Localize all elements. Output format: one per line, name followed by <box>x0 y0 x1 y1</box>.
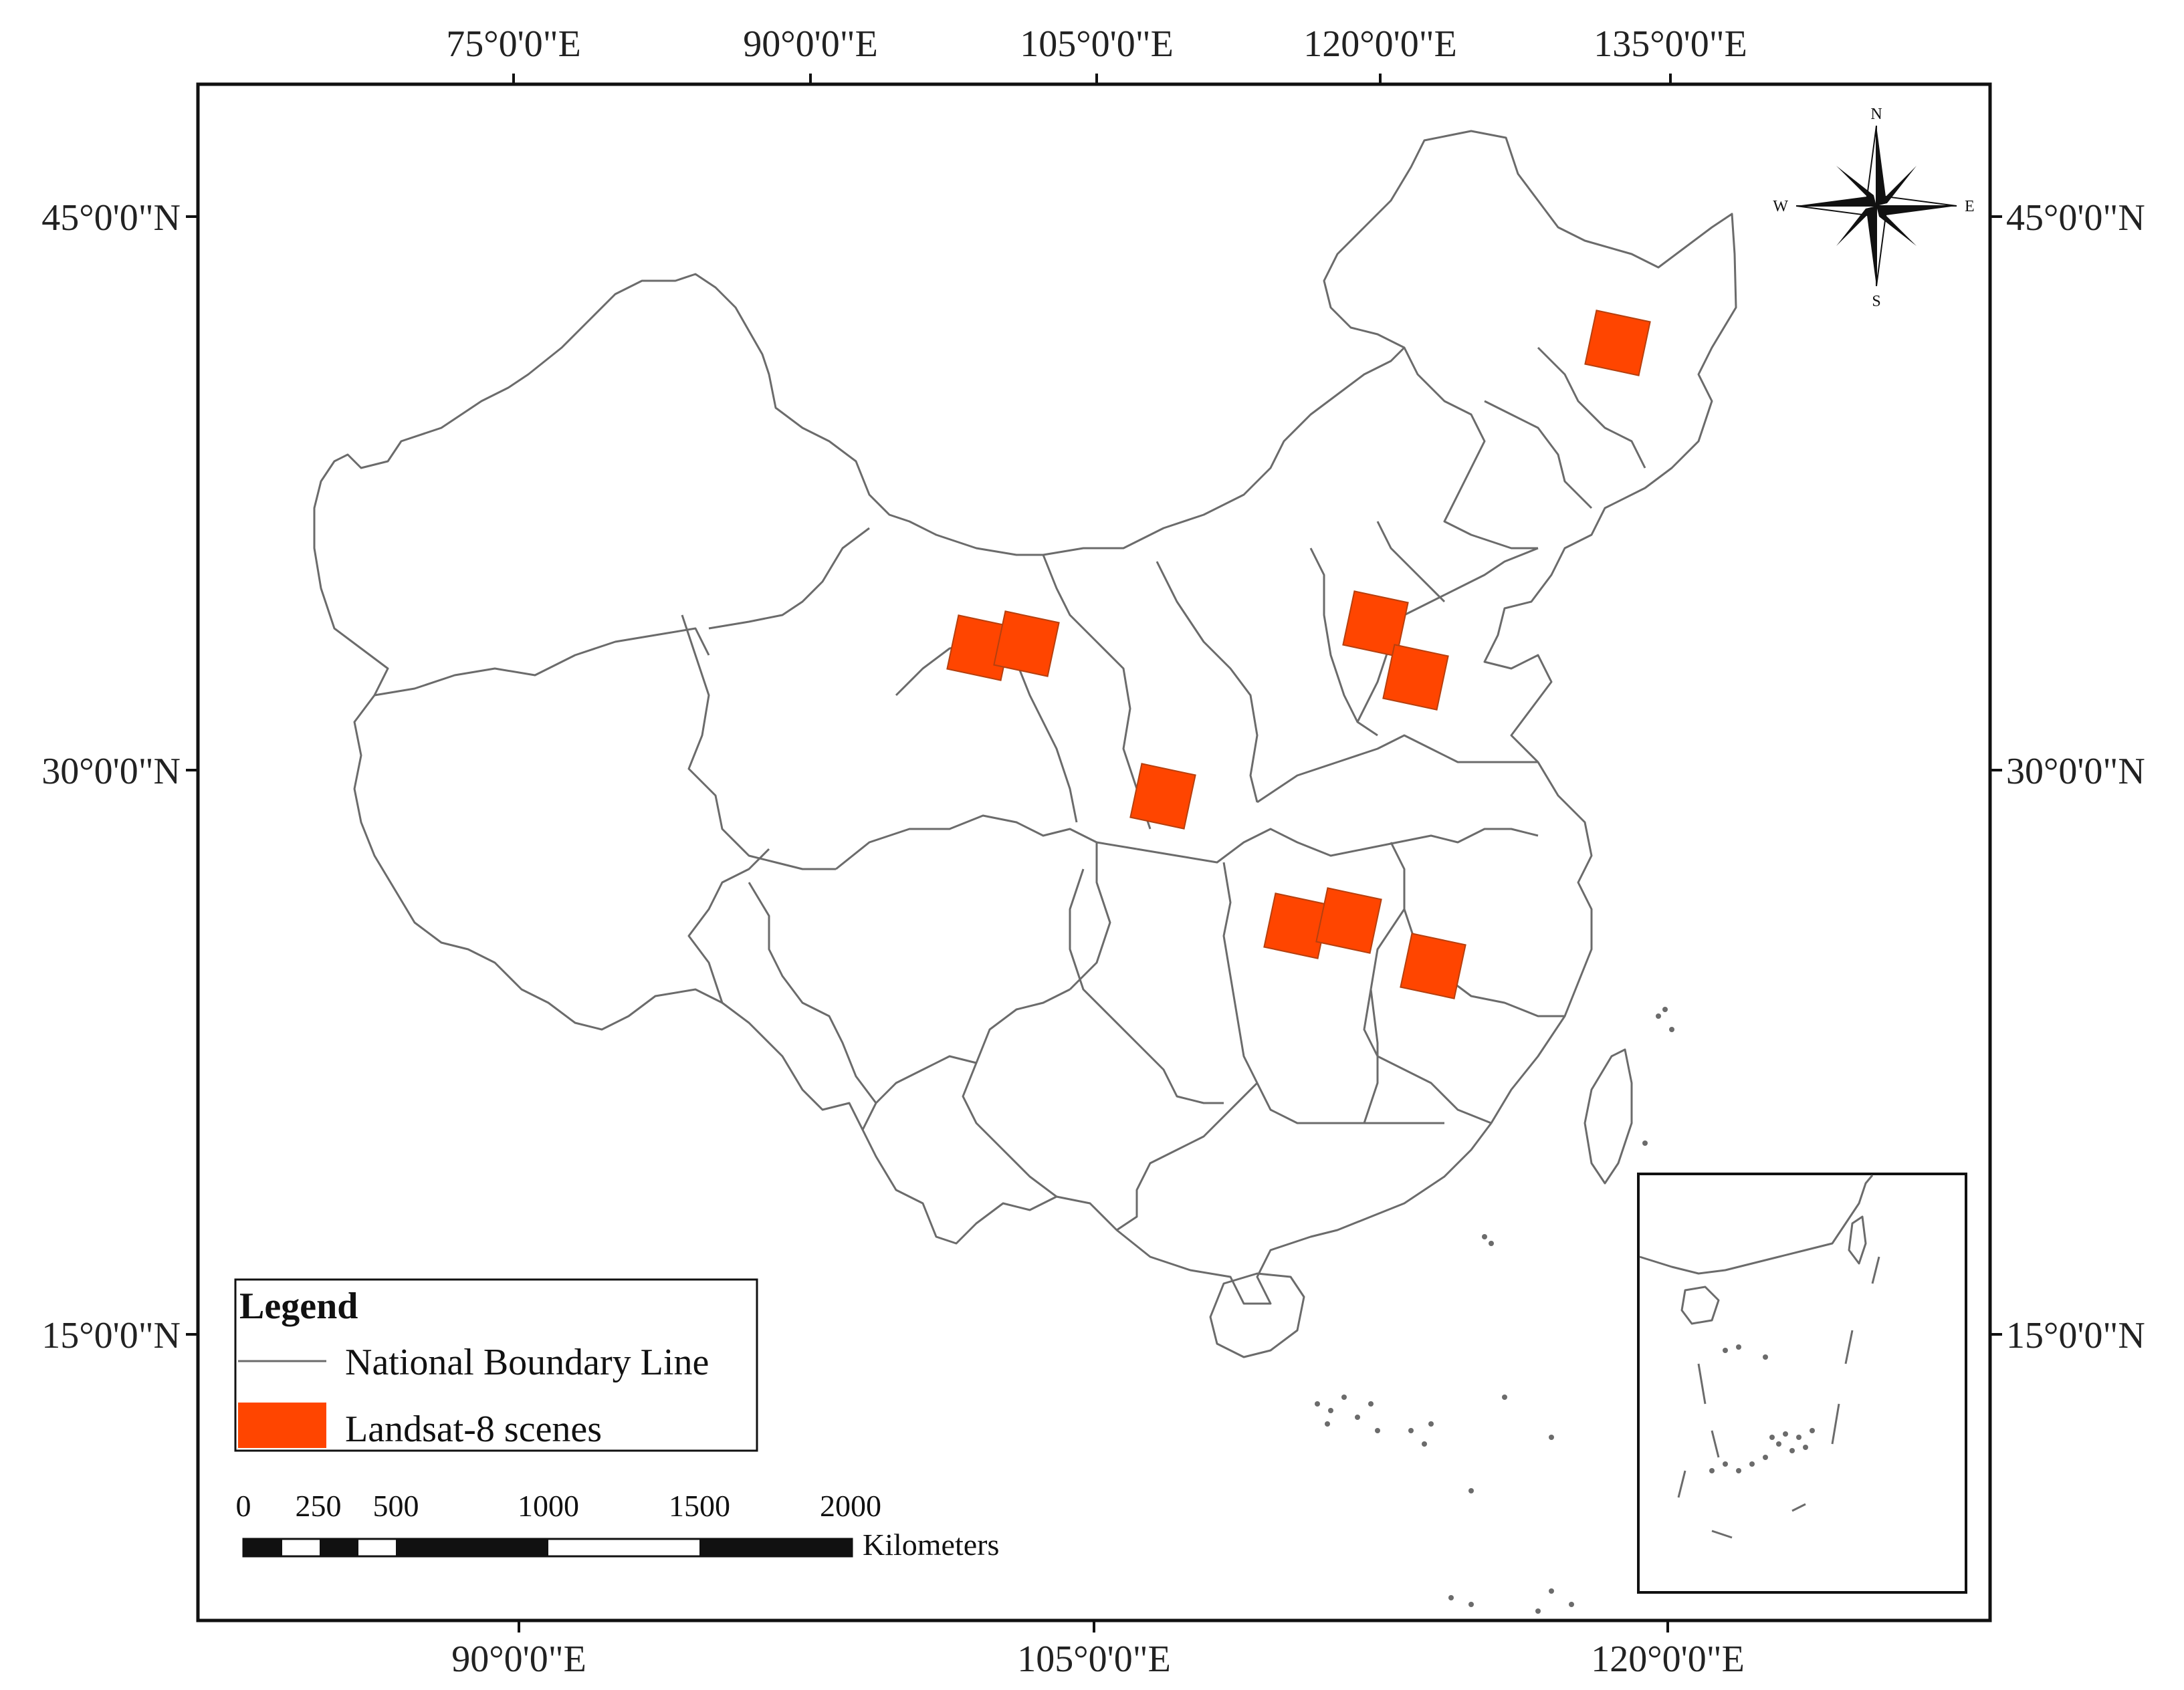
inset-map <box>1637 1173 1967 1594</box>
left-lat-label: 15°0'0"N <box>41 1315 181 1356</box>
top-lon-label: 120°0'0"E <box>1303 23 1457 65</box>
scale-tick-label: 1000 <box>518 1489 579 1523</box>
compass-w-label: W <box>1773 198 1788 215</box>
right-lat-label: 15°0'0"N <box>2006 1315 2145 1356</box>
top-lon-label: 105°0'0"E <box>1020 23 1174 65</box>
right-lat-label: 30°0'0"N <box>2006 751 2145 792</box>
landsat-scenes <box>946 310 1651 999</box>
taiwan-island <box>1584 1048 1633 1185</box>
top-lon-label: 90°0'0"E <box>743 23 878 65</box>
scale-tick-label: 250 <box>296 1489 342 1523</box>
hainan-island <box>1209 1272 1305 1358</box>
south-sea-islands <box>1315 1007 1674 1614</box>
bottom-lon-label: 105°0'0"E <box>1017 1639 1171 1680</box>
legend-item-label: Landsat-8 scenes <box>345 1409 602 1450</box>
scale-tick-label: 1500 <box>669 1489 730 1523</box>
compass-n-label: N <box>1870 106 1882 123</box>
legend-title: Legend <box>239 1286 358 1327</box>
left-lat-label: 45°0'0"N <box>41 197 181 239</box>
legend-fill-symbol <box>238 1403 326 1448</box>
compass-e-label: E <box>1965 198 1975 215</box>
bottom-lon-label: 90°0'0"E <box>451 1639 586 1680</box>
scale-tick-label: 0 <box>236 1489 251 1523</box>
compass-rose-icon: N S E W <box>1773 106 1974 310</box>
scale-tick-label: 500 <box>373 1489 419 1523</box>
landsat-scene <box>1342 590 1409 657</box>
top-longitude-ticks <box>512 74 1672 86</box>
landsat-scene <box>1400 933 1466 999</box>
landsat-scene <box>1129 763 1196 830</box>
bottom-longitude-ticks <box>518 1619 1669 1633</box>
right-latitude-ticks <box>1989 215 2002 1336</box>
bottom-lon-label: 120°0'0"E <box>1591 1639 1745 1680</box>
left-latitude-ticks <box>186 215 199 1336</box>
right-lat-label: 45°0'0"N <box>2006 197 2145 239</box>
scale-tick-label: 2000 <box>820 1489 881 1523</box>
landsat-scene <box>1382 644 1449 711</box>
scale-unit-label: Kilometers <box>863 1528 999 1562</box>
scale-bar: 0 250 500 1000 1500 2000 Kilometers <box>236 1489 1000 1562</box>
country-outline <box>313 130 1737 1305</box>
landsat-scene <box>1584 310 1651 376</box>
left-lat-label: 30°0'0"N <box>41 751 181 792</box>
compass-s-label: S <box>1872 293 1880 310</box>
top-lon-label: 75°0'0"E <box>446 23 581 65</box>
legend: Legend National Boundary Line Landsat-8 … <box>234 1278 758 1452</box>
landsat-scene <box>1315 887 1382 954</box>
top-lon-label: 135°0'0"E <box>1594 23 1747 65</box>
landsat-scene <box>993 610 1060 677</box>
province-boundaries <box>374 346 1646 1231</box>
legend-item-label: National Boundary Line <box>345 1342 709 1383</box>
